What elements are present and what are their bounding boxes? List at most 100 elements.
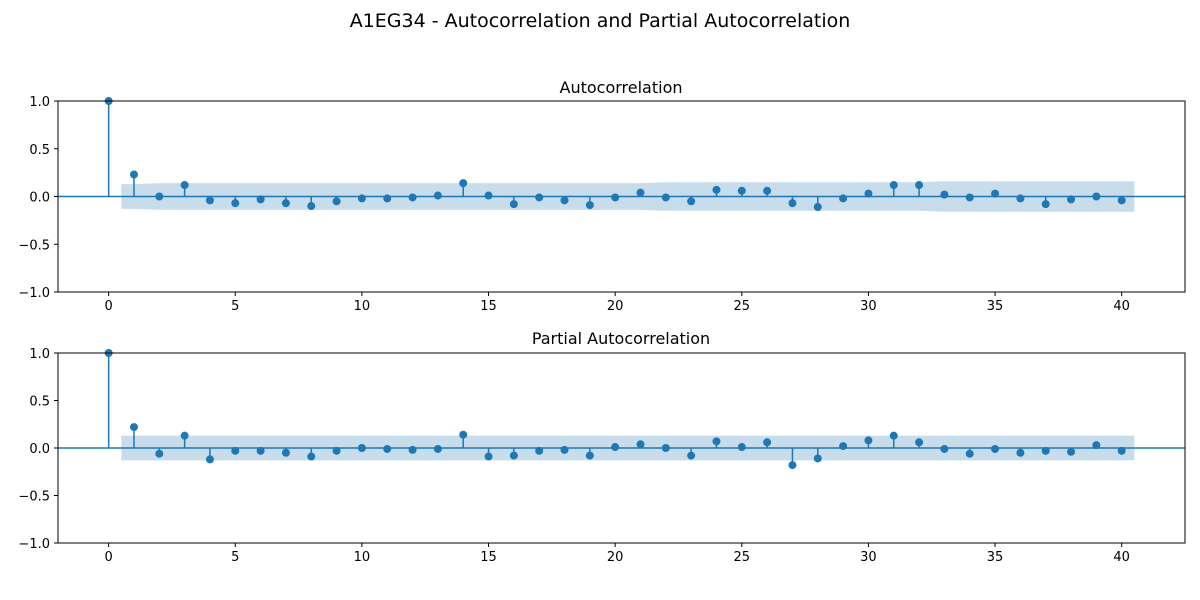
- pacf-point-lag-39: [1092, 441, 1101, 450]
- pacf-point-lag-18: [560, 445, 569, 454]
- acf-point-lag-12: [408, 193, 417, 202]
- acf-point-lag-36: [1016, 194, 1025, 203]
- pacf-point-lag-4: [205, 455, 214, 464]
- acf-point-lag-7: [281, 199, 290, 208]
- pacf-point-lag-12: [408, 445, 417, 454]
- acf-point-lag-37: [1041, 200, 1050, 209]
- pacf-point-lag-35: [991, 444, 1000, 453]
- pacf-xtick-label: 35: [987, 550, 1004, 565]
- acf-point-lag-35: [991, 189, 1000, 198]
- pacf-point-lag-31: [889, 431, 898, 440]
- acf-point-lag-18: [560, 196, 569, 205]
- acf-point-lag-9: [332, 197, 341, 206]
- acf-point-lag-1: [129, 170, 138, 179]
- acf-point-lag-14: [459, 179, 468, 188]
- acf-point-lag-21: [636, 188, 645, 197]
- pacf-xtick-label: 40: [1113, 550, 1130, 565]
- acf-point-lag-15: [484, 191, 493, 200]
- pacf-point-lag-14: [459, 430, 468, 439]
- pacf-point-lag-5: [231, 446, 240, 455]
- pacf-point-lag-9: [332, 446, 341, 455]
- pacf-point-lag-28: [813, 454, 822, 463]
- acf-title: Autocorrelation: [560, 78, 683, 97]
- acf-ytick-label: −1.0: [18, 286, 50, 301]
- pacf-point-lag-40: [1117, 446, 1126, 455]
- acf-point-lag-17: [535, 193, 544, 202]
- acf-point-lag-2: [155, 192, 164, 201]
- pacf-xtick-label: 20: [607, 550, 624, 565]
- acf-xtick-label: 35: [987, 299, 1004, 314]
- acf-point-lag-39: [1092, 192, 1101, 201]
- acf-point-lag-38: [1067, 195, 1076, 204]
- acf-point-lag-24: [712, 185, 721, 194]
- acf-panel: Autocorrelation 0 5 10 15 20 25 30 35 40 −1.0 −0.5…: [18, 78, 1186, 314]
- acf-point-lag-31: [889, 181, 898, 190]
- pacf-point-lag-15: [484, 452, 493, 461]
- pacf-point-lag-22: [661, 444, 670, 452]
- acf-point-lag-25: [737, 186, 746, 195]
- pacf-point-lag-19: [585, 451, 594, 460]
- pacf-point-lag-3: [180, 431, 189, 440]
- pacf-point-lag-32: [915, 438, 924, 447]
- pacf-panel: Partial Autocorrelation 0 5 10 15 20 25 30 35 40…: [18, 329, 1186, 565]
- pacf-point-lag-34: [965, 449, 974, 458]
- acf-point-lag-27: [788, 199, 797, 208]
- acf-point-lag-4: [205, 196, 214, 205]
- pacf-point-lag-13: [433, 444, 442, 453]
- pacf-point-lag-30: [864, 436, 873, 445]
- acf-xtick-label: 5: [231, 299, 239, 314]
- acf-point-lag-5: [231, 199, 240, 208]
- pacf-ticks: 0 5 10 15 20 25 30 35 40 −1.0 −0.5 0.0 0.5 1.0: [18, 347, 1130, 565]
- acf-point-lag-6: [256, 195, 265, 204]
- pacf-point-lag-1: [129, 423, 138, 432]
- acf-xtick-label: 10: [354, 299, 371, 314]
- acf-point-lag-40: [1117, 196, 1126, 205]
- acf-xtick-label: 30: [860, 299, 877, 314]
- pacf-point-lag-16: [509, 451, 518, 460]
- acf-point-lag-13: [433, 191, 442, 200]
- acf-point-lag-19: [585, 201, 594, 210]
- pacf-ytick-label: 0.5: [29, 395, 50, 410]
- pacf-point-lag-25: [737, 443, 746, 452]
- acf-point-lag-16: [509, 200, 518, 209]
- pacf-ytick-label: 0.0: [29, 442, 50, 457]
- acf-point-lag-8: [307, 202, 316, 211]
- acf-point-lag-33: [940, 190, 949, 199]
- pacf-point-lag-6: [256, 446, 265, 455]
- pacf-point-lag-10: [357, 444, 366, 452]
- acf-point-lag-11: [383, 194, 392, 203]
- pacf-point-lag-21: [636, 440, 645, 449]
- pacf-point-lag-7: [281, 448, 290, 457]
- pacf-point-lag-38: [1067, 447, 1076, 456]
- pacf-ytick-label: 1.0: [29, 347, 50, 362]
- pacf-point-lag-33: [940, 444, 949, 453]
- pacf-xtick-label: 25: [734, 550, 751, 565]
- acf-point-lag-20: [611, 193, 620, 202]
- pacf-stems: [58, 349, 1185, 470]
- pacf-point-lag-26: [763, 438, 772, 447]
- acf-point-lag-26: [763, 186, 772, 195]
- acf-point-lag-32: [915, 181, 924, 190]
- pacf-point-lag-24: [712, 437, 721, 446]
- acf-ticks: 0 5 10 15 20 25 30 35 40 −1.0 −0.5 0.0 0.5 1.0: [18, 95, 1130, 314]
- pacf-xtick-label: 10: [354, 550, 371, 565]
- acf-point-lag-34: [965, 193, 974, 202]
- pacf-point-lag-17: [535, 446, 544, 455]
- pacf-point-lag-23: [687, 451, 696, 460]
- pacf-point-lag-2: [155, 449, 164, 458]
- pacf-xtick-label: 5: [231, 550, 239, 565]
- acf-xtick-label: 0: [105, 299, 113, 314]
- pacf-point-lag-36: [1016, 448, 1025, 457]
- acf-point-lag-22: [661, 193, 670, 202]
- acf-xtick-label: 40: [1113, 299, 1130, 314]
- acf-stems: [58, 97, 1185, 212]
- acf-ytick-label: 1.0: [29, 95, 50, 110]
- pacf-point-lag-8: [307, 452, 316, 461]
- acf-point-lag-3: [180, 181, 189, 190]
- pacf-point-lag-27: [788, 461, 797, 470]
- acf-xtick-label: 15: [480, 299, 497, 314]
- acf-xtick-label: 25: [734, 299, 751, 314]
- acf-ytick-label: 0.0: [29, 191, 50, 206]
